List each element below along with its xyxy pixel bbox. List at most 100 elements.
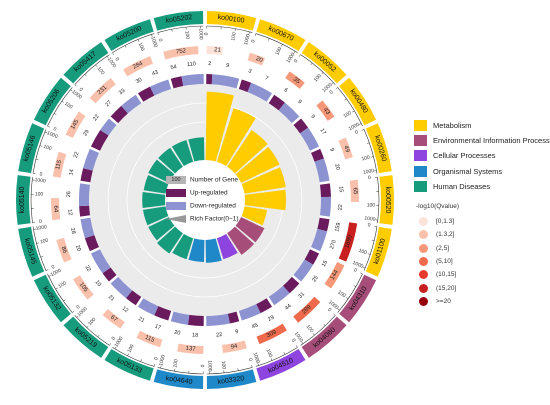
class-legend-item: Organismal Systems [414,164,550,179]
rich-factor-bar-ko04310 [235,217,265,243]
down-regulated-bar-ko00260 [314,158,330,183]
tick-mark [254,33,257,37]
down-count-label: 9 [296,99,302,105]
tick-mark [337,308,340,311]
down-regulated-bar-ko04060 [268,285,290,306]
up-count-label: 27 [104,100,113,109]
tick-mark [335,87,338,90]
tick-label: 1000 [363,168,375,176]
down-regulated-bar-ko05200 [149,79,172,96]
up-count-label: 18 [192,332,199,338]
up-regulated-bar-ko00100 [206,74,213,85]
tick-mark [312,333,315,336]
down-count-label: 22 [84,265,92,273]
pathway-band-ko04510 [256,349,306,381]
up-count-label: 15 [321,260,329,268]
tick-label: 1000 [158,354,167,366]
down-count-label: 110 [187,61,196,68]
tick-axis-ko05202 [157,25,204,33]
up-regulated-bar-ko00670 [238,79,252,93]
class-legend-swatch [414,180,427,192]
tick-label: 100 [57,280,67,290]
class-legend: Metabolism Environmental Information Proc… [414,118,550,194]
tick-mark [333,313,336,316]
tick-mark [323,323,326,326]
tick-label: 100 [342,110,352,120]
tick-label: 1000 [197,28,203,40]
center-legend-sample: 100 [171,177,180,183]
rich-factor-bar-ko04060 [227,226,255,255]
pathway-band-ko05133 [104,349,154,381]
tick-mark [63,299,66,302]
tick-label: 1000 [352,260,365,270]
gene-count-label: 115 [55,159,63,170]
tick-mark [44,131,48,134]
tick-mark [371,239,375,241]
tick-mark [153,363,156,367]
tick-mark [270,358,273,361]
gene-count-label: 43 [322,107,331,116]
down-count-label: 20 [333,163,340,170]
tick-mark [361,129,365,131]
class-legend-item: Environmental Information Processing [414,133,550,148]
tick-label: 0 [39,219,43,225]
tick-mark [39,145,43,147]
qvalue-legend-label: (2,5] [436,244,450,252]
up-regulated-bar-ko00260 [311,148,324,162]
down-regulated-bar-ko05202 [181,74,204,87]
center-legend-label-down: Down-regulated [190,203,236,210]
tick-label: 100 [42,144,52,152]
gene-count-bar-ko00260 [338,137,353,160]
down-regulated-bar-ko05417 [121,94,142,114]
qvalue-legend-title: -log10(Qvalue) [416,203,459,210]
down-regulated-bar-ko05145 [80,217,95,239]
down-count-label: 26 [66,191,72,197]
center-legend-label-up: Up-regulated [190,190,228,197]
pathway-label-ko00520: ko00520 [384,187,391,214]
tick-mark [362,266,366,269]
up-regulated-bar-ko01100 [317,217,330,232]
tick-label: 0 [75,304,81,311]
tick-mark [76,315,79,318]
down-regulated-bar-ko00052 [278,102,300,124]
up-regulated-bar-ko05202 [170,76,184,89]
pathway-band-ko00670 [256,19,306,51]
class-legend-swatch [414,135,427,147]
gene-count-bar-ko05146 [52,151,67,178]
tick-mark [295,345,298,348]
tick-label: 100 [358,248,368,256]
qvalue-legend-label: (1.3,2] [436,231,455,239]
down-count-label: 25 [311,275,319,283]
tick-label: 100 [63,101,73,111]
class-legend-swatch [414,120,427,132]
qvalue-legend-label: >=20 [436,297,451,305]
tick-label: 0 [204,32,210,35]
tick-mark [331,82,334,85]
down-regulated-bar-ko00670 [247,82,273,102]
rich-factor-bar-ko00670 [216,108,256,167]
up-count-label: 14 [68,169,75,176]
down-count-label: 33 [118,88,127,96]
up-count-label: 3 [247,68,252,75]
tick-mark [352,110,355,113]
down-count-label: 270 [329,239,338,250]
up-count-label: 10 [93,279,101,288]
up-regulated-bar-ko00520 [319,183,331,198]
tick-label: 100 [137,42,146,52]
tick-label: 100 [265,348,274,358]
rich-factor-bar-ko04510 [216,233,238,260]
down-count-label: 44 [284,303,293,311]
class-legend-label: Human Diseases [433,181,491,191]
up-regulated-bar-ko05206 [90,129,109,151]
gene-count-bar-ko04640 [177,343,204,354]
tick-mark [321,72,324,75]
tick-label: 0 [52,126,57,133]
tick-axis-ko00480 [337,87,363,127]
down-regulated-bar-ko04640 [170,311,190,325]
pathway-band-ko05140 [15,175,31,225]
tick-axis-ko05140 [30,177,33,223]
up-regulated-bar-ko04310 [304,249,320,265]
tick-axis-ko05206 [47,87,73,127]
gene-count-bar-ko05140 [51,198,61,221]
